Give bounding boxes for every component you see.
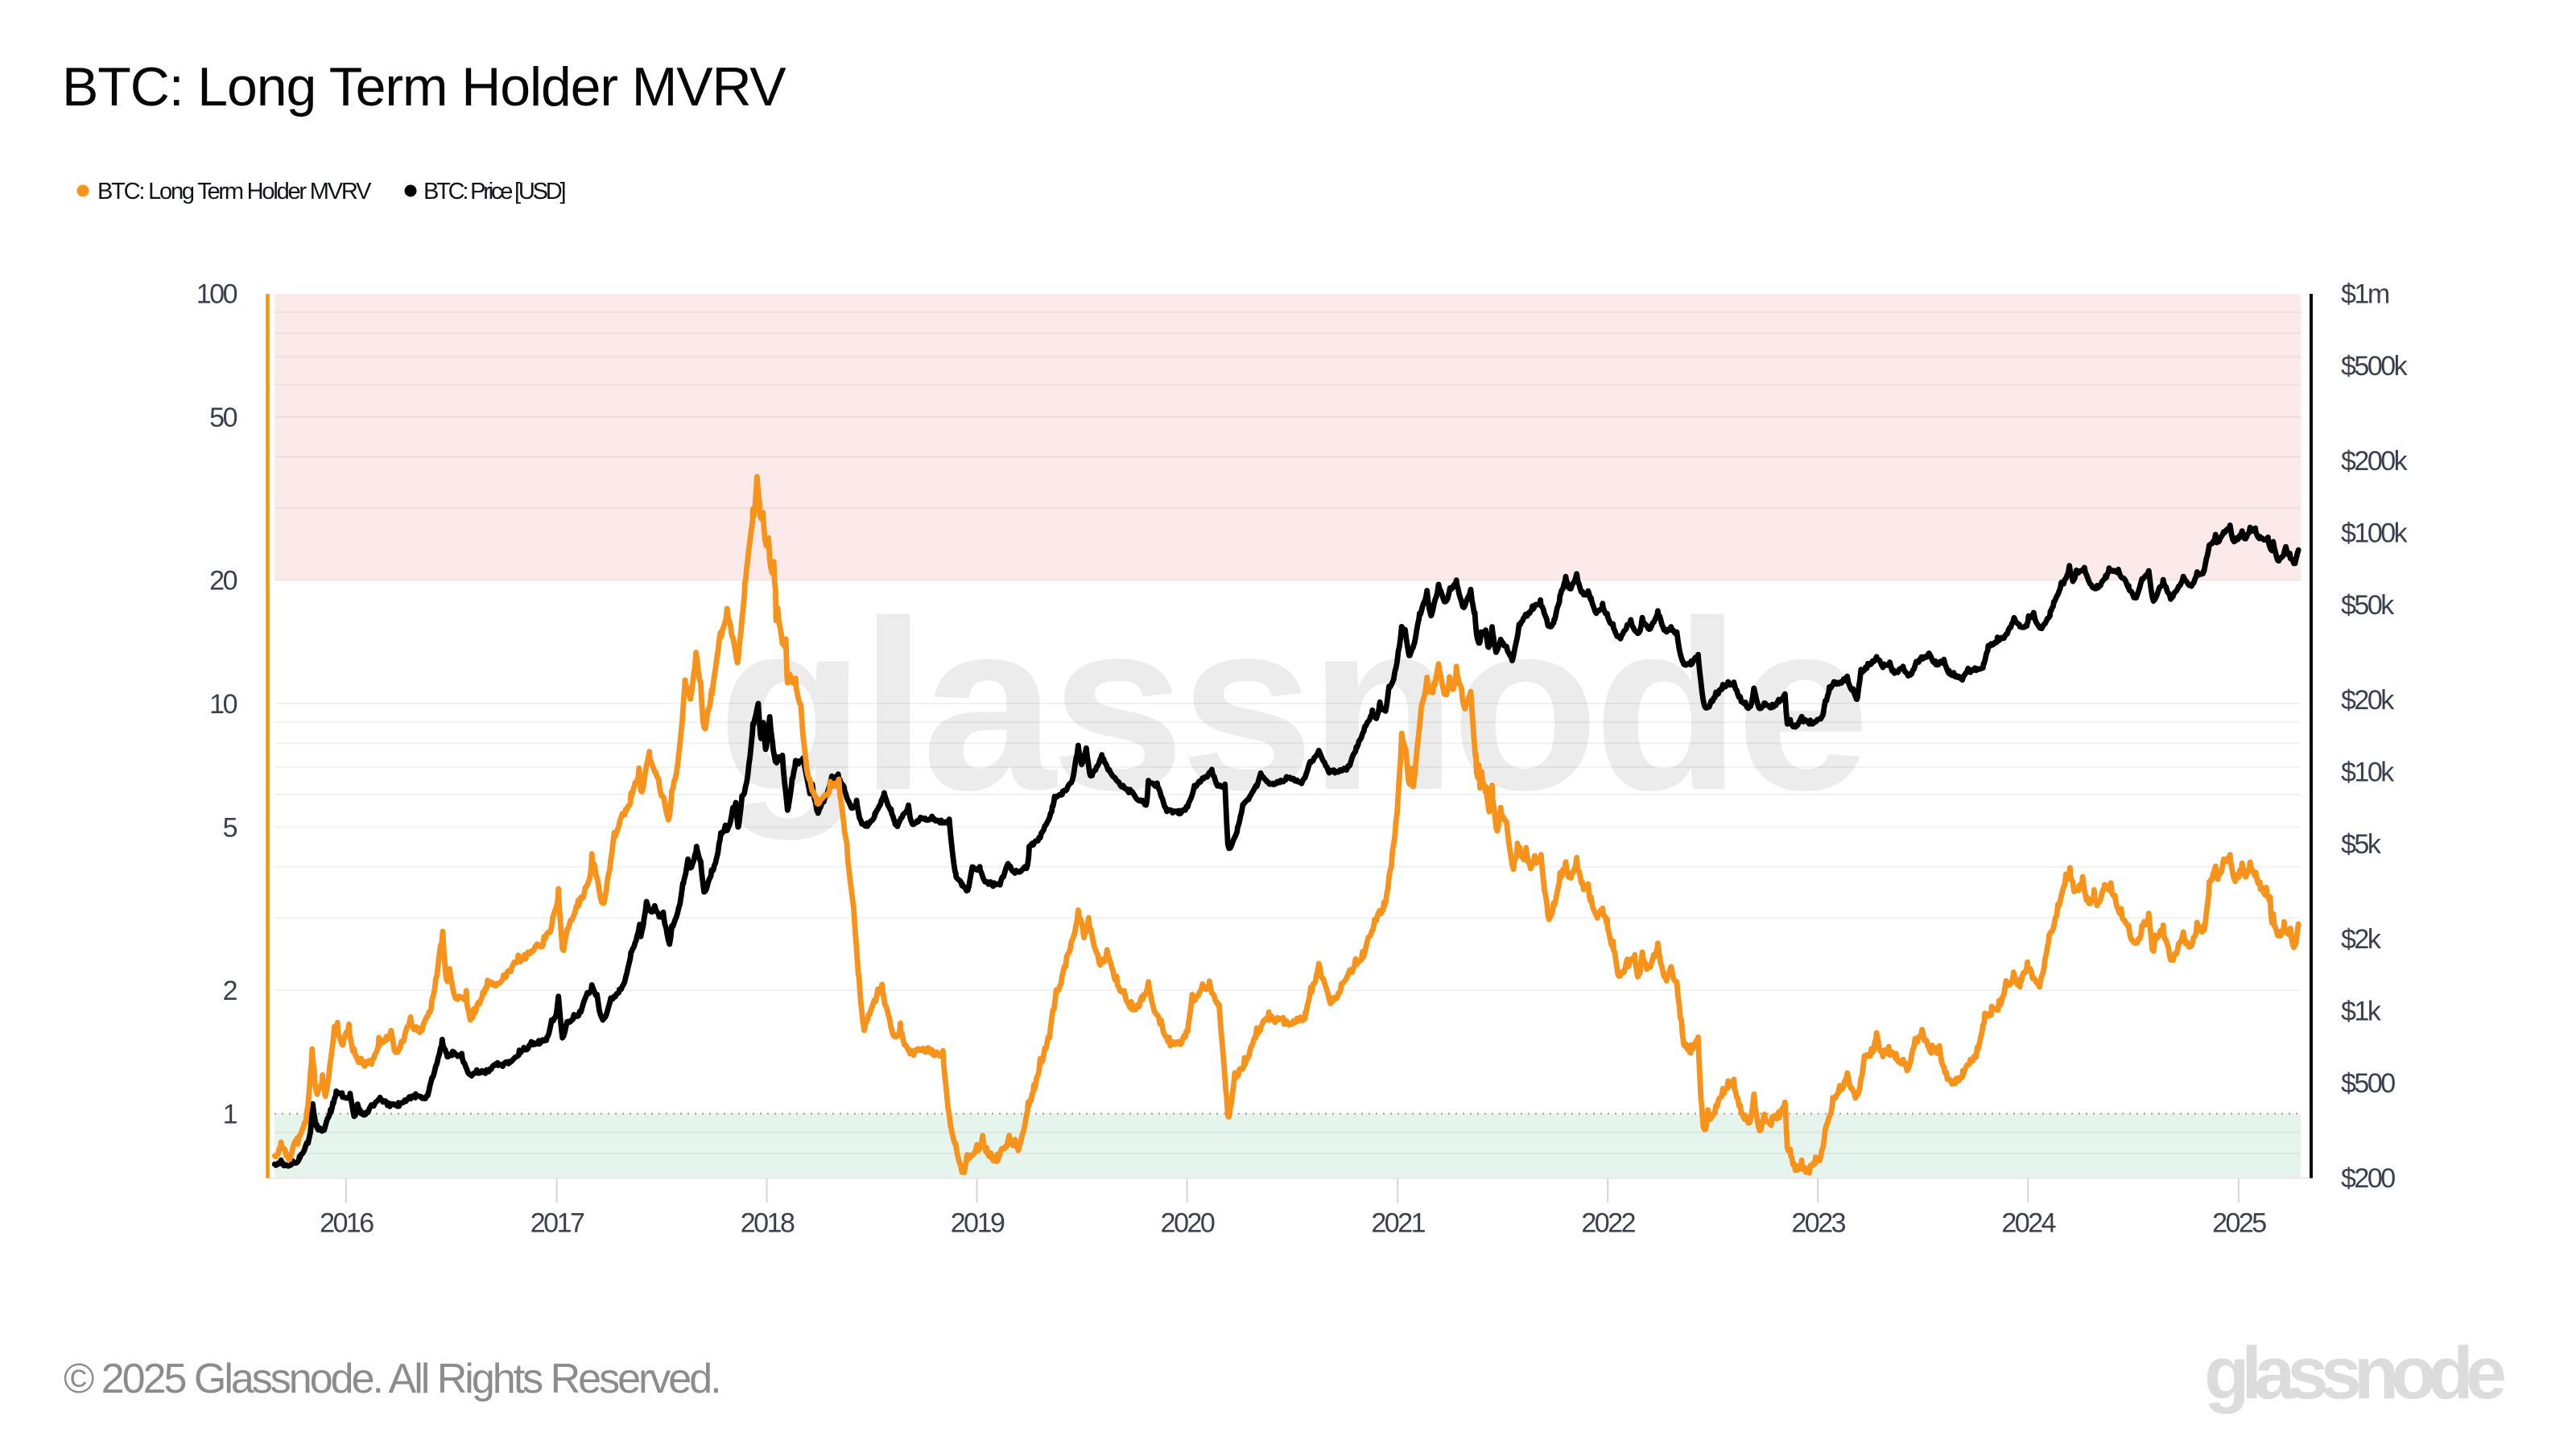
svg-text:$2k: $2k	[2341, 924, 2382, 955]
svg-text:BTC: Price [USD]: BTC: Price [USD]	[423, 179, 565, 204]
svg-text:5: 5	[223, 812, 237, 843]
svg-text:2020: 2020	[1161, 1208, 1215, 1239]
svg-text:$10k: $10k	[2341, 758, 2395, 788]
svg-text:2024: 2024	[2001, 1208, 2055, 1239]
svg-text:20: 20	[209, 566, 237, 597]
svg-text:glassnode: glassnode	[717, 570, 1864, 842]
svg-text:glassnode: glassnode	[2204, 1332, 2505, 1414]
svg-text:2021: 2021	[1371, 1208, 1425, 1239]
svg-text:2023: 2023	[1791, 1208, 1845, 1239]
svg-text:$1m: $1m	[2341, 279, 2389, 310]
svg-text:2017: 2017	[530, 1208, 584, 1239]
svg-text:$200: $200	[2341, 1163, 2395, 1194]
svg-text:10: 10	[209, 689, 237, 720]
svg-text:© 2025 Glassnode. All Rights R: © 2025 Glassnode. All Rights Reserved.	[64, 1356, 720, 1402]
svg-text:2016: 2016	[320, 1208, 374, 1239]
svg-text:2018: 2018	[741, 1208, 795, 1239]
svg-text:$500: $500	[2341, 1068, 2395, 1099]
svg-text:2025: 2025	[2212, 1208, 2266, 1239]
svg-text:$50k: $50k	[2341, 590, 2395, 621]
svg-text:2019: 2019	[951, 1208, 1005, 1239]
svg-text:$100k: $100k	[2341, 518, 2409, 549]
svg-text:2: 2	[223, 976, 237, 1006]
svg-text:100: 100	[196, 279, 237, 310]
svg-text:$200k: $200k	[2341, 446, 2409, 477]
svg-text:$500k: $500k	[2341, 351, 2409, 382]
svg-text:$20k: $20k	[2341, 685, 2395, 716]
svg-text:$5k: $5k	[2341, 829, 2382, 860]
svg-text:50: 50	[209, 402, 237, 433]
svg-text:2022: 2022	[1581, 1208, 1635, 1239]
svg-text:$1k: $1k	[2341, 997, 2382, 1027]
svg-text:BTC: Long Term Holder MVRV: BTC: Long Term Holder MVRV	[62, 56, 786, 118]
svg-text:1: 1	[223, 1100, 237, 1130]
svg-text:BTC: Long Term Holder MVRV: BTC: Long Term Holder MVRV	[97, 179, 372, 204]
